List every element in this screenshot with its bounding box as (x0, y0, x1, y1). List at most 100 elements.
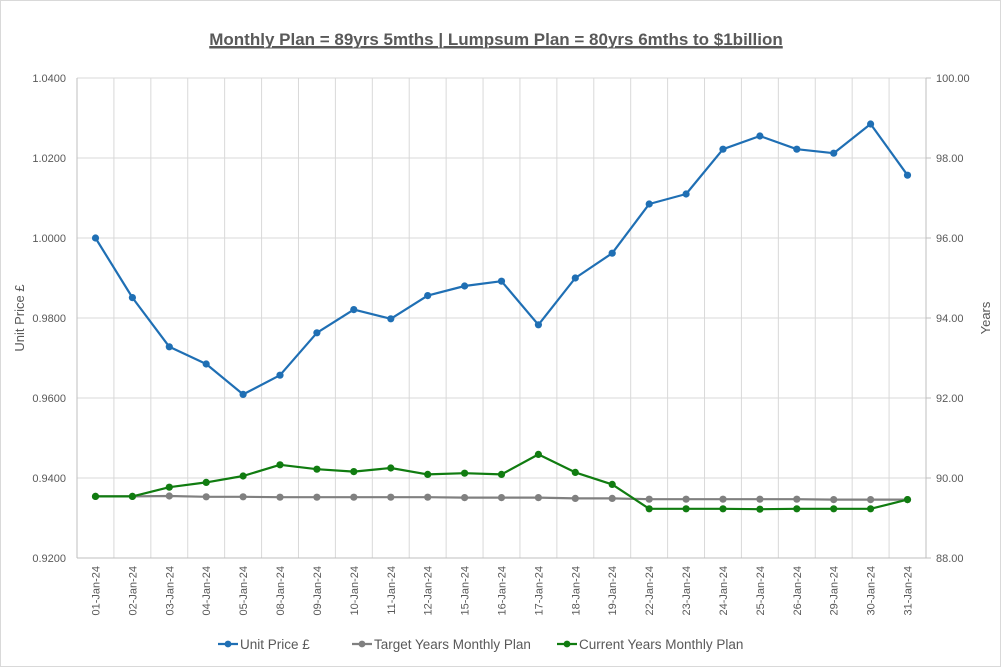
y-tick-label: 0.9400 (32, 473, 66, 485)
data-point (91, 234, 100, 242)
y2-tick-label: 90.00 (936, 473, 964, 485)
data-point (682, 505, 690, 513)
data-point (165, 492, 173, 500)
data-point (571, 274, 579, 282)
x-tick-label: 17-Jan-24 (533, 566, 545, 616)
y-tick-label: 0.9800 (32, 313, 66, 325)
data-point (830, 496, 838, 504)
data-point (497, 494, 506, 502)
legend-swatch-marker (358, 640, 366, 648)
data-point (793, 145, 801, 153)
data-point (682, 495, 690, 503)
data-point (202, 478, 210, 486)
data-point (497, 277, 506, 285)
data-point (793, 505, 801, 513)
data-point (313, 493, 321, 501)
series-line (94, 122, 909, 396)
series-target-years-monthly-plan (91, 492, 912, 504)
x-tick-label: 29-Jan-24 (829, 566, 841, 616)
y2-tick-label: 96.00 (936, 233, 964, 245)
data-point (202, 493, 210, 501)
legend-item: Current Years Monthly Plan (557, 637, 743, 652)
data-point (461, 469, 469, 477)
legend-swatch-marker (563, 640, 571, 648)
data-point (608, 249, 616, 257)
data-point (276, 461, 284, 469)
data-point (91, 492, 100, 500)
data-point (756, 505, 764, 513)
legend-item: Unit Price £ (218, 637, 310, 652)
data-point (571, 494, 579, 502)
data-point (608, 480, 616, 488)
y-axis-title: Unit Price £ (12, 284, 27, 352)
y2-tick-label: 100.00 (936, 73, 970, 85)
data-point (424, 292, 432, 300)
data-point (830, 505, 838, 513)
data-point (350, 493, 358, 501)
data-point (830, 149, 838, 157)
y2-tick-label: 94.00 (936, 313, 964, 325)
x-tick-label: 15-Jan-24 (460, 566, 472, 616)
x-tick-label: 22-Jan-24 (644, 566, 656, 616)
series-current-years-monthly-plan (91, 450, 912, 513)
data-point (867, 496, 875, 504)
y-tick-label: 1.0200 (32, 153, 66, 165)
data-point (534, 494, 543, 502)
data-point (756, 495, 764, 503)
data-point (165, 343, 173, 351)
legend-label: Unit Price £ (240, 637, 310, 652)
series (91, 120, 912, 513)
x-tick-label: 19-Jan-24 (607, 566, 619, 616)
data-point (497, 470, 506, 478)
data-point (534, 321, 543, 329)
y2-tick-label: 88.00 (936, 553, 964, 565)
data-point (128, 294, 136, 302)
data-point (719, 145, 727, 153)
data-point (239, 493, 247, 501)
data-point (276, 371, 284, 379)
legend-swatch-marker (224, 640, 232, 648)
data-point (756, 132, 764, 140)
data-point (128, 492, 136, 500)
legend-label: Target Years Monthly Plan (374, 637, 531, 652)
x-tick-label: 12-Jan-24 (423, 566, 435, 616)
y2-tick-label: 92.00 (936, 393, 964, 405)
gridlines (77, 77, 926, 558)
x-tick-label: 23-Jan-24 (681, 566, 693, 616)
x-tick-label: 16-Jan-24 (497, 566, 509, 616)
data-point (793, 495, 801, 503)
x-tick-label: 31-Jan-24 (903, 566, 915, 616)
x-tick-label: 04-Jan-24 (201, 566, 213, 616)
x-tick-label: 03-Jan-24 (164, 566, 176, 616)
x-tick-label: 01-Jan-24 (90, 566, 102, 616)
y-tick-label: 1.0000 (32, 233, 66, 245)
data-point (239, 472, 247, 480)
data-point (313, 329, 321, 337)
x-tick-label: 10-Jan-24 (349, 566, 361, 616)
legend: Unit Price £ Target Years Monthly Plan Cur… (218, 637, 743, 652)
data-point (313, 465, 321, 473)
data-point (202, 360, 210, 368)
data-point (719, 495, 727, 503)
data-point (867, 505, 875, 513)
x-tick-label: 25-Jan-24 (755, 566, 767, 616)
data-point (424, 470, 432, 478)
x-tick-label: 30-Jan-24 (866, 566, 878, 616)
y-tick-label: 1.0400 (32, 73, 66, 85)
y2-axis-title: Years (978, 301, 993, 334)
chart-title: Monthly Plan = 89yrs 5mths | Lumpsum Pla… (209, 30, 782, 49)
x-tick-label: 24-Jan-24 (718, 566, 730, 616)
data-point (461, 494, 469, 502)
data-point (903, 496, 912, 504)
y2-tick-label: 98.00 (936, 153, 964, 165)
data-point (534, 450, 543, 458)
data-point (645, 495, 653, 503)
data-point (276, 493, 284, 501)
data-point (903, 171, 912, 179)
data-point (387, 493, 395, 501)
legend-label: Current Years Monthly Plan (579, 637, 743, 652)
x-tick-label: 11-Jan-24 (386, 566, 398, 615)
y-tick-label: 0.9600 (32, 393, 66, 405)
